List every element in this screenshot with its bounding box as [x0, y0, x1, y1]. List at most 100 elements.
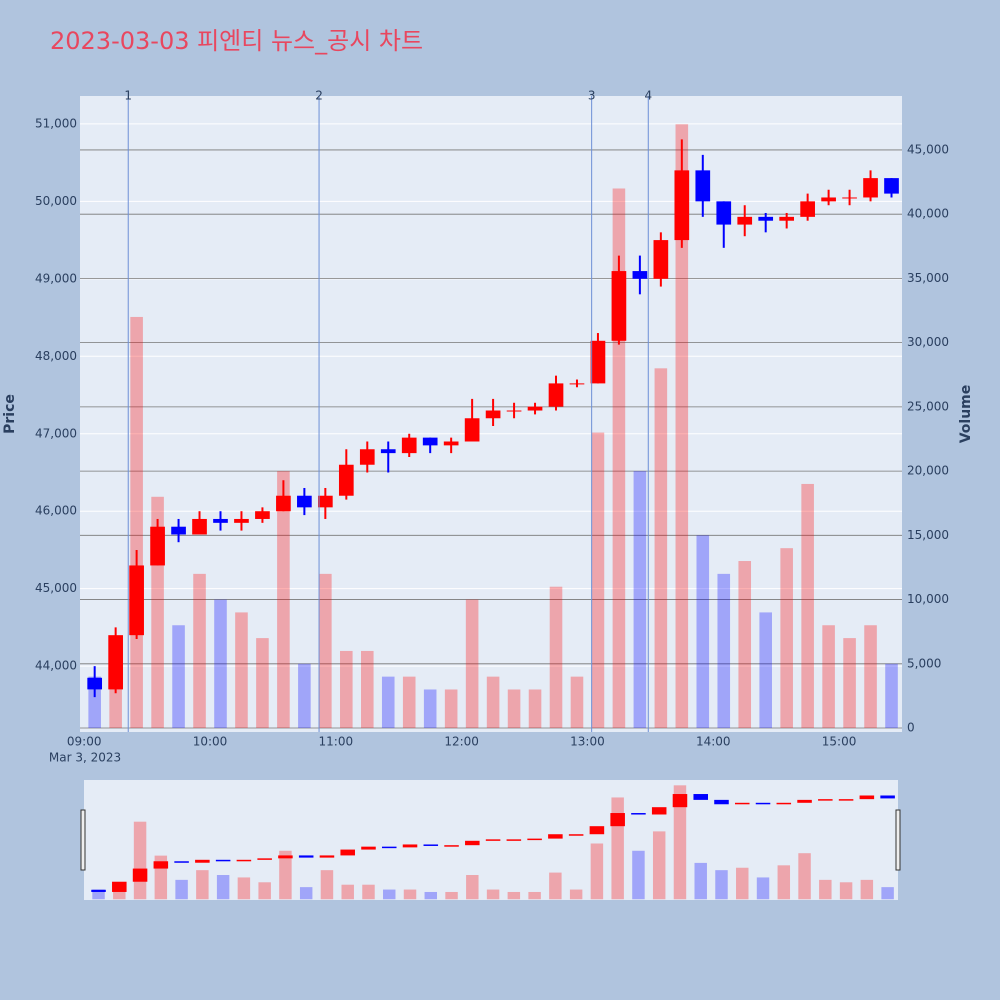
volume-bar [570, 676, 584, 729]
candle-body [443, 441, 459, 446]
candle-body [569, 383, 585, 385]
slider-candle [112, 881, 127, 892]
y2-tick-label: 35,000 [907, 271, 949, 285]
slider-candle [651, 807, 667, 815]
volume-bar [780, 548, 793, 729]
candle-body [884, 178, 899, 194]
slider-volume-bar [611, 797, 624, 900]
slider-volume-bar [383, 889, 396, 900]
candle-body [821, 197, 836, 202]
slider-volume-bar [320, 870, 334, 900]
candle-body [842, 197, 857, 199]
volume-bar [738, 561, 752, 729]
slider-handle-left[interactable] [80, 809, 86, 871]
volume-bar [172, 625, 185, 729]
volume-bar [298, 663, 311, 729]
candle-body [863, 178, 878, 198]
candle-body [213, 518, 228, 523]
slider-volume-bar [403, 889, 417, 900]
volume-bar [319, 573, 332, 729]
volume-bar [88, 676, 101, 729]
slider-volume-bar [216, 875, 230, 900]
volume-bar [801, 483, 814, 729]
volume-bar [235, 612, 248, 729]
x-tick-label: 13:00 [570, 735, 605, 749]
slider-volume-bar [445, 891, 458, 900]
slider-volume-bar [466, 875, 479, 900]
y2-tick-label: 30,000 [907, 335, 949, 349]
candle-body [171, 526, 186, 535]
slider-candle [776, 802, 792, 805]
slider-volume-bar [507, 891, 521, 900]
slider-candle [797, 799, 812, 803]
slider-candle [236, 859, 252, 862]
y-tick-label: 45,000 [35, 581, 77, 595]
slider-candle [818, 799, 833, 801]
candle-body [779, 216, 795, 221]
candle-body [800, 201, 815, 217]
slider-candle [298, 855, 314, 858]
slider-volume-bar [673, 785, 687, 900]
slider-volume-bar [839, 882, 853, 900]
slider-candle [195, 859, 210, 863]
slider-volume-bar [341, 884, 354, 900]
y2-tick-label: 25,000 [907, 399, 949, 413]
slider-candle [589, 826, 605, 835]
candle-body [674, 170, 690, 241]
y2-tick-label: 5,000 [907, 656, 941, 670]
x-tick-label: 09:00 [67, 735, 102, 749]
news-label: 3 [588, 89, 596, 103]
candle-body [695, 170, 711, 202]
slider-candle [91, 889, 106, 892]
volume-bar [654, 368, 668, 729]
slider-volume-bar [279, 850, 292, 900]
y-tick-label: 47,000 [35, 426, 77, 440]
volume-bar [130, 316, 143, 729]
slider-candle [631, 813, 646, 815]
volume-bar [277, 471, 290, 729]
volume-bar [340, 650, 353, 729]
candle-body [401, 437, 417, 454]
candle-body [255, 511, 270, 519]
y-axis-title: Price [2, 394, 18, 434]
candle-body [632, 271, 648, 279]
slider-volume-bar [258, 882, 271, 900]
slider-candle [693, 794, 708, 800]
slider-candle [714, 799, 729, 805]
slider-candle [672, 794, 688, 808]
slider-candle [444, 845, 459, 847]
slider-candle [880, 795, 895, 799]
slider-candle [568, 834, 584, 836]
candle-body [150, 526, 165, 566]
y2-tick-label: 10,000 [907, 592, 949, 606]
slider-volume-bar [652, 831, 666, 900]
candle-body [506, 410, 522, 412]
volume-bar [717, 573, 731, 729]
slider-volume-bar [92, 889, 105, 900]
slider-volume-bar [299, 887, 313, 900]
slider-volume-bar [590, 843, 604, 900]
y2-tick-label: 45,000 [907, 142, 949, 156]
candle-body [758, 216, 774, 221]
volume-bar [633, 471, 647, 729]
slider-volume-bar [362, 884, 375, 900]
slider-volume-bar [237, 877, 251, 900]
candle-body [297, 495, 312, 508]
slider-handle-right[interactable] [895, 809, 901, 871]
candle-body [422, 437, 438, 446]
y-tick-label: 46,000 [35, 504, 77, 518]
volume-bar [696, 535, 710, 729]
y-tick-label: 44,000 [35, 659, 77, 673]
candle-body [527, 406, 543, 411]
slider-volume-bar [715, 870, 728, 900]
slider-candle [423, 844, 439, 846]
candle-body [359, 449, 375, 465]
slider-candle [132, 868, 148, 882]
candle-body [716, 201, 732, 225]
candle-body [611, 271, 627, 341]
volume-bar [381, 676, 395, 729]
slider-volume-bar [881, 887, 894, 900]
candle-body [192, 518, 207, 535]
